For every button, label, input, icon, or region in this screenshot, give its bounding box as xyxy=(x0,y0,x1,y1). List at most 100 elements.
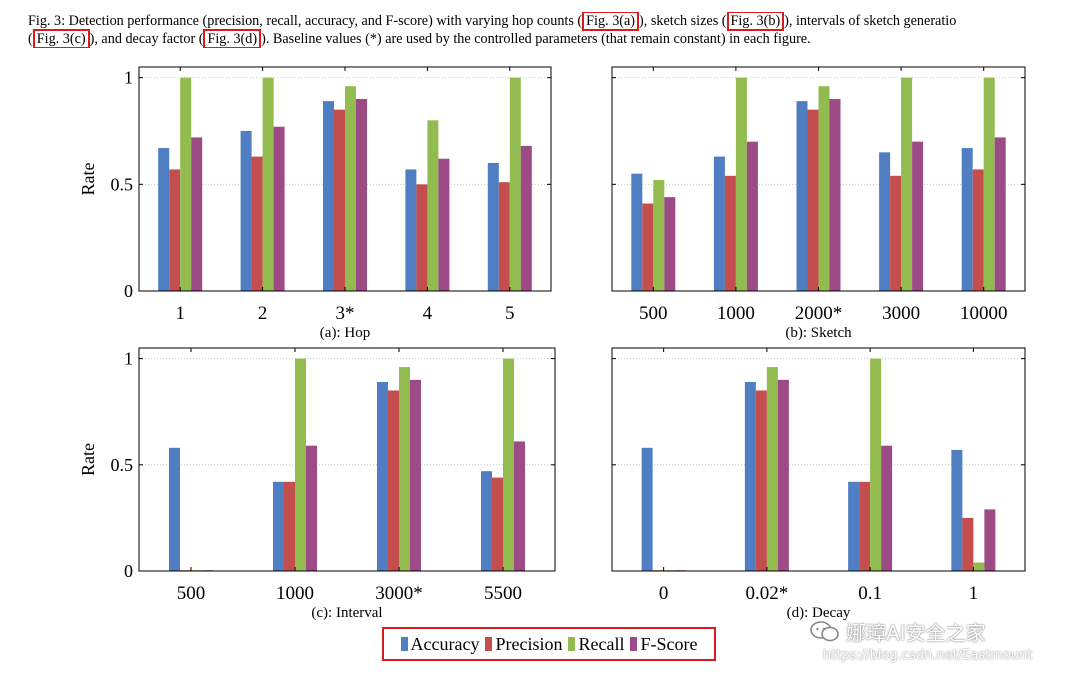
legend-label: F-Score xyxy=(640,633,698,654)
bar-f-score xyxy=(829,99,841,291)
bar-accuracy xyxy=(796,101,808,291)
bar-accuracy xyxy=(879,152,891,291)
bar-accuracy xyxy=(158,148,170,291)
figure-ref-link[interactable]: Fig. 3(d) xyxy=(203,29,262,48)
figure-caption: Fig. 3: Detection performance (precision… xyxy=(28,12,1058,48)
bar-f-score xyxy=(410,379,421,571)
y-tick-label: 1 xyxy=(124,68,133,88)
legend-label: Accuracy xyxy=(410,633,480,654)
bar-accuracy xyxy=(641,447,653,571)
bar-accuracy xyxy=(323,101,334,291)
bar-accuracy xyxy=(240,131,252,291)
x-tick-label: 5 xyxy=(505,303,515,324)
bar-f-score xyxy=(356,99,367,291)
bar-precision xyxy=(492,477,503,571)
y-tick-label: 0.5 xyxy=(111,174,134,194)
figure-ref-link[interactable]: Fig. 3(a) xyxy=(582,12,640,31)
legend-label: Recall xyxy=(578,633,625,654)
bar-recall xyxy=(901,77,913,292)
x-tick-label: 0.02* xyxy=(746,583,789,604)
caption-text: ( xyxy=(28,31,33,47)
caption-line-2: (Fig. 3(c)), and decay factor (Fig. 3(d)… xyxy=(28,29,1058,48)
legend-item-accuracy: Accuracy xyxy=(400,633,480,655)
bar-recall xyxy=(262,77,274,292)
caption-line-1: Fig. 3: Detection performance (precision… xyxy=(28,12,1058,31)
legend-swatch xyxy=(568,637,576,651)
y-tick-label: 0 xyxy=(124,561,133,581)
bar-recall xyxy=(345,86,356,291)
x-tick-label: 500 xyxy=(639,303,668,324)
watermark-url: https://blog.csdn.net/Eastmount xyxy=(823,648,1033,663)
bar-f-score xyxy=(984,509,996,571)
bar-recall xyxy=(180,77,192,292)
bar-accuracy xyxy=(744,381,756,571)
x-tick-label: 1 xyxy=(175,303,185,324)
bar-precision xyxy=(416,184,428,291)
bar-recall xyxy=(818,86,830,291)
caption-text: ). Baseline values (*) are used by the c… xyxy=(261,31,811,47)
x-tick-label: 1000 xyxy=(276,583,314,604)
caption-text: ), sketch sizes ( xyxy=(639,13,727,29)
bar-accuracy xyxy=(713,156,725,291)
x-tick-label: 10000 xyxy=(960,303,1008,324)
bar-precision xyxy=(807,109,819,292)
x-tick-label: 1000 xyxy=(717,303,755,324)
bar-precision xyxy=(284,481,295,571)
legend-item-recall: Recall xyxy=(568,634,624,655)
bar-accuracy xyxy=(405,169,417,291)
bar-f-score xyxy=(438,158,450,291)
bar-recall xyxy=(973,562,985,571)
bar-precision xyxy=(642,203,654,291)
plot-frame xyxy=(138,347,556,572)
figure-ref-link[interactable]: Fig. 3(b) xyxy=(726,12,785,31)
bar-f-score xyxy=(514,441,525,571)
legend-swatch xyxy=(400,637,408,651)
caption-text: ), intervals of sketch generatio xyxy=(784,13,957,29)
x-tick-label: 0.1 xyxy=(858,583,882,604)
bar-recall xyxy=(427,120,439,291)
legend-item-fscore: F-Score xyxy=(630,634,697,655)
bar-accuracy xyxy=(273,481,284,571)
bar-precision xyxy=(755,390,767,571)
legend-swatch xyxy=(630,637,638,651)
x-tick-label: 3* xyxy=(336,303,355,324)
bar-precision xyxy=(724,175,736,291)
legend-swatch xyxy=(485,637,493,651)
bar-recall xyxy=(509,77,521,292)
bar-precision xyxy=(169,169,181,291)
y-tick-label: 1 xyxy=(124,349,133,369)
bar-precision xyxy=(334,109,345,292)
watermark-text: 娜璋AI安全之家 xyxy=(846,621,986,645)
caption-text: ), and decay factor ( xyxy=(89,31,204,47)
bar-recall xyxy=(766,367,778,571)
bar-f-score xyxy=(777,379,789,571)
y-tick-label: 0.5 xyxy=(111,455,134,475)
bar-f-score xyxy=(664,197,676,291)
x-tick-label: 1 xyxy=(969,583,979,604)
bar-accuracy xyxy=(481,471,492,571)
subplot-caption: (a): Hop xyxy=(320,325,370,341)
bar-accuracy xyxy=(951,449,963,571)
bar-accuracy xyxy=(169,447,180,571)
bar-f-score xyxy=(520,145,532,291)
x-tick-label: 3000* xyxy=(375,583,423,604)
bar-accuracy xyxy=(377,381,388,571)
bar-recall xyxy=(983,77,995,292)
bar-f-score xyxy=(191,137,203,291)
bar-accuracy xyxy=(487,163,499,291)
x-tick-label: 4 xyxy=(423,303,433,324)
wechat-icon xyxy=(810,620,839,641)
bar-precision xyxy=(972,169,984,291)
figure-ref-link[interactable]: Fig. 3(c) xyxy=(32,29,90,48)
bar-recall xyxy=(735,77,747,292)
bar-precision xyxy=(859,481,871,571)
bar-precision xyxy=(962,517,974,571)
x-tick-label: 2000* xyxy=(795,303,843,324)
bar-f-score xyxy=(912,141,924,291)
bar-precision xyxy=(890,175,902,291)
x-tick-label: 3000 xyxy=(882,303,920,324)
chart-legend: Accuracy Precision Recall F-Score xyxy=(382,627,716,661)
bar-recall xyxy=(295,358,306,571)
x-tick-label: 0 xyxy=(659,583,669,604)
bar-precision xyxy=(498,182,510,291)
